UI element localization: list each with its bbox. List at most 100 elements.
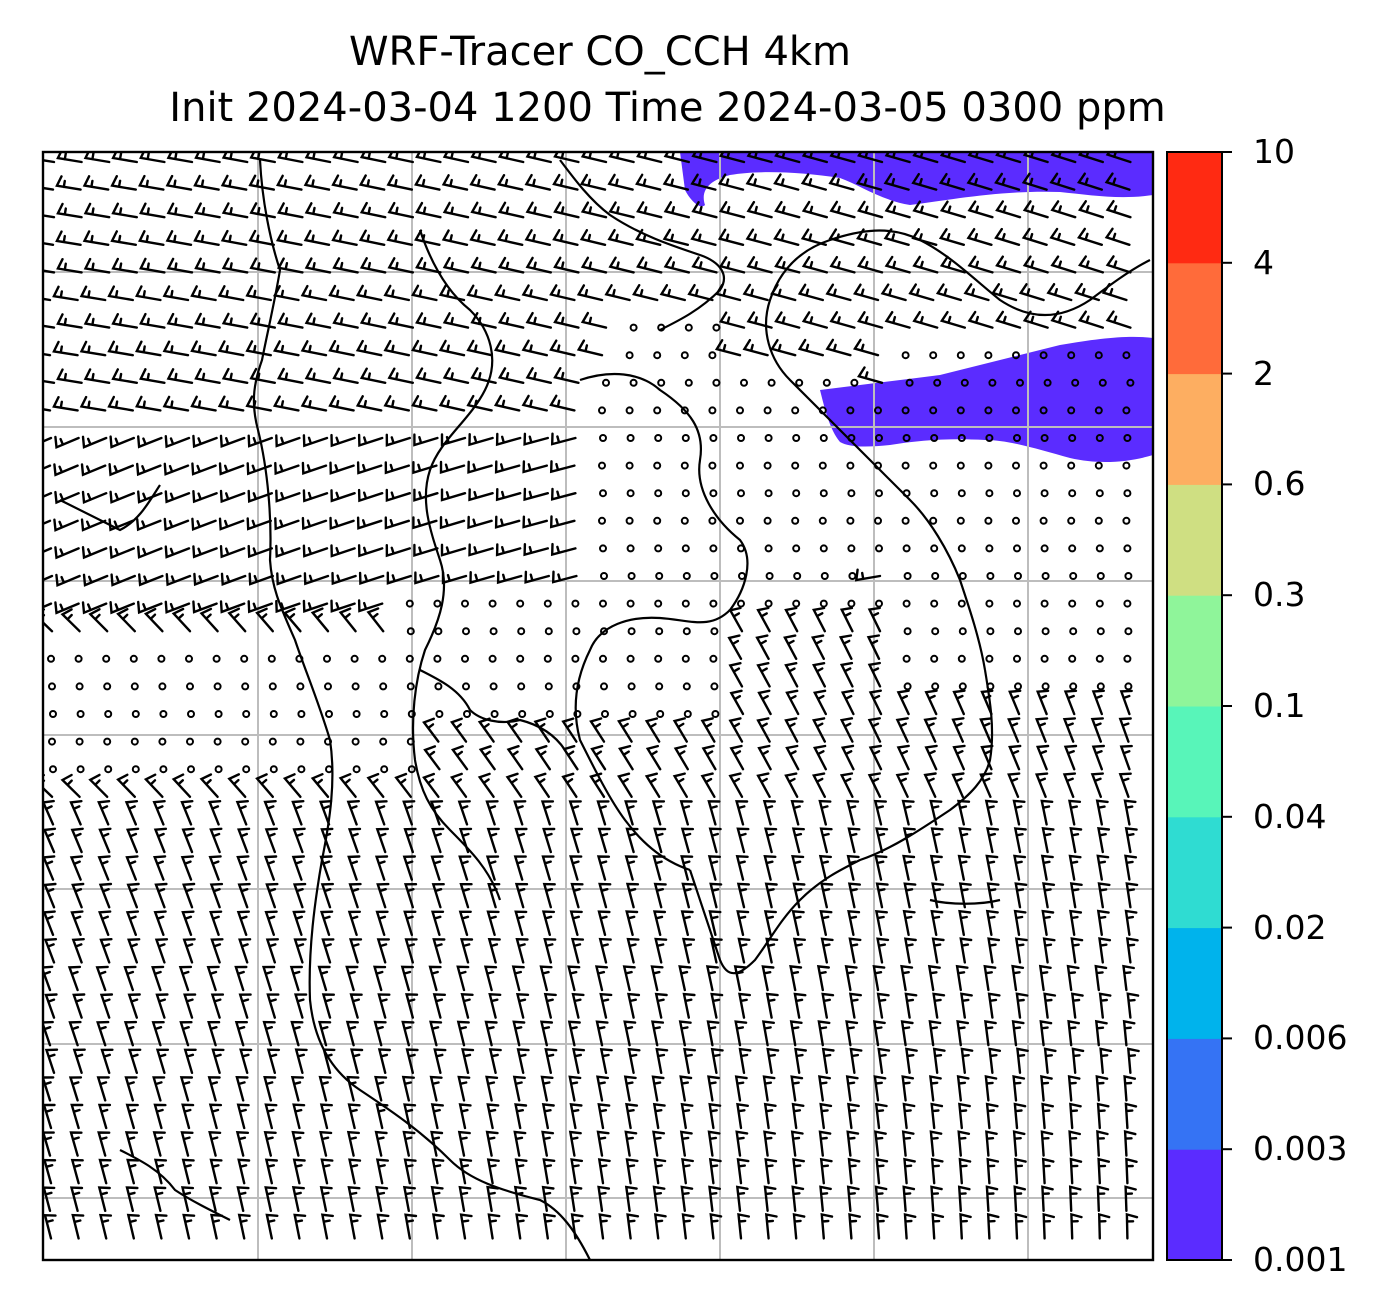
- wind-barb: [263, 800, 277, 826]
- wind-barb: [136, 518, 162, 532]
- wind-barb: [681, 937, 696, 964]
- calm-wind-circle: [76, 765, 85, 774]
- wind-barb: [249, 312, 276, 329]
- wind-barb: [375, 1158, 389, 1185]
- wind-barb: [124, 1076, 138, 1102]
- wind-barb: [237, 1213, 251, 1240]
- wind-barb: [357, 544, 384, 558]
- wind-barb: [275, 544, 301, 558]
- wind-barb: [81, 490, 108, 505]
- wind-barb: [220, 229, 248, 246]
- wind-barb: [874, 1102, 888, 1130]
- wind-barb: [801, 200, 828, 219]
- calm-wind-circle: [737, 544, 745, 553]
- wind-barb: [125, 1186, 139, 1212]
- calm-wind-circle: [958, 682, 967, 691]
- wind-barb: [438, 284, 466, 302]
- wind-barb: [552, 173, 579, 191]
- wind-barb: [294, 1048, 308, 1074]
- wind-barb: [449, 772, 468, 798]
- wind-barb: [902, 909, 916, 936]
- colorbar-segment: [1167, 595, 1222, 707]
- calm-wind-circle: [517, 682, 526, 691]
- wind-barb: [208, 1186, 222, 1212]
- calm-wind-circle: [901, 516, 910, 525]
- calm-wind-circle: [489, 627, 498, 636]
- wind-barb: [952, 744, 966, 771]
- calm-wind-circle: [819, 544, 828, 553]
- wind-barb: [486, 827, 500, 854]
- calm-wind-circle: [930, 489, 939, 498]
- wind-barb: [249, 202, 276, 219]
- wind-barb: [414, 174, 441, 191]
- calm-wind-circle: [516, 654, 525, 663]
- calm-wind-circle: [795, 378, 804, 387]
- wind-barb: [374, 1075, 388, 1102]
- wind-barb: [1122, 964, 1135, 992]
- calm-wind-circle: [653, 461, 662, 470]
- calm-wind-circle: [710, 682, 719, 691]
- wind-barb: [895, 717, 909, 743]
- calm-wind-circle: [405, 654, 414, 663]
- calm-wind-circle: [933, 378, 942, 387]
- wind-barb: [625, 882, 640, 909]
- wind-barb: [1097, 1212, 1111, 1240]
- wind-barb: [193, 230, 220, 246]
- wind-barb: [412, 461, 438, 475]
- wind-barb: [955, 964, 969, 992]
- wind-barb: [1040, 1130, 1054, 1157]
- wind-barb: [245, 340, 272, 357]
- calm-wind-circle: [684, 323, 693, 332]
- wind-barb: [136, 462, 162, 477]
- wind-barb: [792, 1212, 806, 1240]
- wind-barb: [735, 855, 749, 881]
- wind-barb: [438, 394, 466, 412]
- wind-barb: [1077, 310, 1104, 329]
- wind-barb: [979, 772, 993, 798]
- wind-barb: [820, 1213, 834, 1240]
- wind-barb: [761, 1020, 775, 1047]
- wind-barb: [375, 910, 389, 936]
- colorbar-tick-label: 0.1: [1253, 686, 1306, 725]
- wind-barb: [139, 257, 166, 274]
- wind-barb: [958, 882, 972, 909]
- wind-barb: [568, 800, 582, 826]
- wind-barb: [71, 1213, 85, 1240]
- wind-barb: [1073, 282, 1100, 302]
- wind-barb: [470, 201, 497, 219]
- wind-barb: [995, 200, 1022, 219]
- wind-barb: [856, 228, 883, 246]
- wind-barb: [99, 938, 113, 964]
- wind-barb: [248, 229, 275, 246]
- wind-barb: [292, 1158, 306, 1185]
- wind-barb: [359, 257, 387, 274]
- coastline-mainland: [252, 159, 591, 1260]
- calm-wind-circle: [681, 544, 690, 553]
- calm-wind-circle: [682, 682, 691, 691]
- wind-barb: [403, 827, 417, 854]
- wind-barb: [347, 1103, 361, 1130]
- wind-barb: [332, 312, 359, 329]
- wind-barb: [1123, 1130, 1137, 1157]
- wind-barb: [56, 258, 83, 274]
- wind-barb: [1097, 1157, 1110, 1185]
- wind-barb: [569, 910, 583, 936]
- wind-barb: [182, 938, 196, 964]
- calm-wind-circle: [657, 323, 666, 332]
- wind-barb: [1042, 882, 1056, 909]
- wind-barb: [99, 993, 114, 1019]
- wind-barb: [840, 744, 855, 771]
- wind-barb: [644, 717, 661, 743]
- wind-barb: [497, 312, 525, 329]
- calm-wind-circle: [680, 406, 689, 415]
- wind-barb: [442, 367, 470, 384]
- wind-barb: [366, 772, 385, 798]
- wind-barb: [497, 201, 525, 219]
- wind-barb: [569, 1103, 583, 1130]
- calm-wind-circle: [957, 599, 966, 608]
- wind-barb: [756, 717, 771, 743]
- wind-barb: [857, 200, 884, 219]
- calm-wind-circle: [297, 710, 306, 718]
- calm-wind-circle: [544, 627, 553, 636]
- calm-wind-circle: [985, 544, 994, 553]
